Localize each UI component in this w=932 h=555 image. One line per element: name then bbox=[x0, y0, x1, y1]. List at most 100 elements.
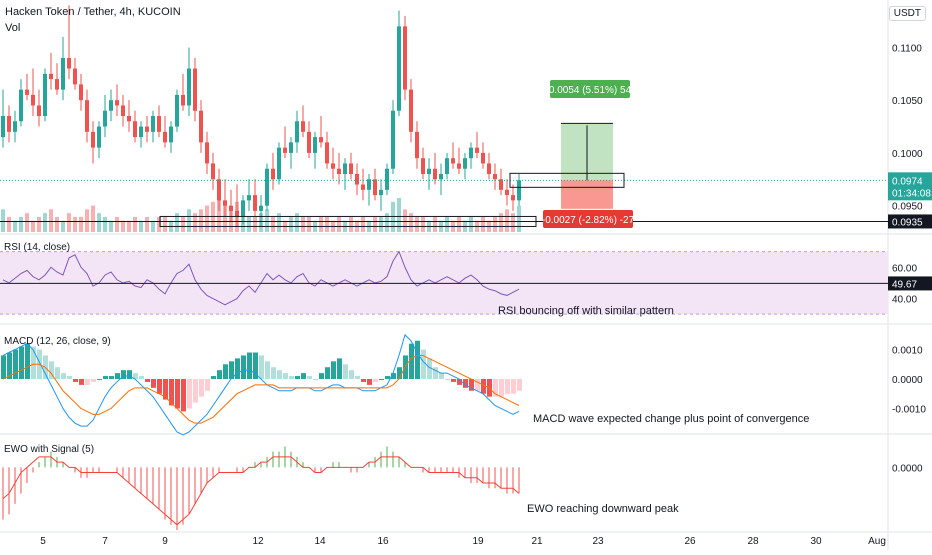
volume-bar bbox=[163, 216, 167, 232]
macd-histogram-bar bbox=[61, 373, 66, 379]
candle-body bbox=[181, 94, 185, 106]
macd-histogram-bar bbox=[7, 352, 12, 379]
time-tick: 16 bbox=[377, 536, 389, 547]
volume-bar bbox=[385, 213, 389, 232]
macd-histogram-bar bbox=[373, 379, 378, 382]
ewo-signal-line bbox=[2, 456, 520, 526]
candle-body bbox=[133, 121, 137, 138]
currency-button[interactable]: USDT bbox=[888, 6, 926, 21]
time-tick: 23 bbox=[592, 536, 604, 547]
volume-bar bbox=[433, 216, 437, 232]
target-label-bg bbox=[550, 80, 630, 98]
volume-bar bbox=[79, 216, 83, 232]
candle-body bbox=[253, 195, 257, 211]
volume-bar bbox=[115, 216, 119, 232]
price-tick: 0.1100 bbox=[892, 43, 922, 54]
volume-bar bbox=[139, 220, 143, 232]
candle-body bbox=[151, 116, 155, 132]
macd-histogram-bar bbox=[85, 379, 90, 385]
volume-bar bbox=[97, 213, 101, 232]
candle-body bbox=[19, 89, 23, 122]
volume-bar bbox=[403, 209, 407, 232]
candle-body bbox=[289, 142, 293, 153]
macd-histogram-bar bbox=[409, 343, 414, 379]
macd-histogram-bar bbox=[115, 373, 120, 379]
macd-histogram-bar bbox=[343, 364, 348, 379]
macd-histogram-bar bbox=[469, 379, 474, 391]
candle-body bbox=[31, 94, 35, 106]
candle-body bbox=[241, 200, 245, 217]
macd-histogram-bar bbox=[55, 367, 60, 379]
candle-body bbox=[97, 126, 101, 148]
macd-histogram-bar bbox=[361, 379, 366, 382]
macd-histogram-bar bbox=[421, 349, 426, 379]
candle-body bbox=[7, 116, 11, 132]
candle-body bbox=[397, 26, 401, 111]
macd-histogram-bar bbox=[193, 379, 198, 403]
volume-bar bbox=[121, 220, 125, 232]
macd-histogram-bar bbox=[145, 379, 150, 382]
candle-body bbox=[475, 147, 479, 153]
volume-bar bbox=[271, 216, 275, 232]
macd-histogram-bar bbox=[97, 379, 102, 380]
macd-histogram-bar bbox=[301, 373, 306, 379]
price-tick: 0.0950 bbox=[892, 202, 923, 213]
macd-histogram-bar bbox=[139, 376, 144, 379]
ewo-title: EWO with Signal (5) bbox=[4, 444, 94, 455]
rsi-note: RSI bouncing off with similar pattern bbox=[498, 305, 674, 317]
macd-histogram-bar bbox=[181, 379, 186, 412]
macd-histogram-bar bbox=[331, 361, 336, 379]
candle-body bbox=[361, 184, 365, 190]
macd-histogram-bar bbox=[475, 379, 480, 391]
volume-bar bbox=[61, 220, 65, 232]
time-tick: 30 bbox=[810, 536, 822, 547]
volume-bar bbox=[457, 216, 461, 232]
volume-bar bbox=[409, 213, 413, 232]
macd-histogram-bar bbox=[253, 352, 258, 379]
price-tick: 0.1000 bbox=[892, 149, 923, 160]
macd-histogram-bar bbox=[259, 355, 264, 379]
candle-body bbox=[163, 131, 167, 143]
volume-bar bbox=[7, 216, 11, 232]
ewo-tick: 0.0000 bbox=[892, 463, 923, 474]
macd-histogram-bar bbox=[349, 370, 354, 379]
macd-histogram-bar bbox=[355, 376, 360, 379]
candle-body bbox=[139, 126, 143, 138]
candle-body bbox=[493, 174, 497, 180]
macd-histogram-bar bbox=[175, 379, 180, 409]
time-tick: 19 bbox=[472, 536, 484, 547]
time-tick: 26 bbox=[684, 536, 696, 547]
volume-bar bbox=[265, 209, 269, 232]
rsi-current-tag-bg bbox=[888, 276, 932, 291]
macd-histogram-bar bbox=[265, 361, 270, 379]
candle-body bbox=[499, 179, 503, 190]
macd-histogram-bar bbox=[109, 376, 114, 379]
macd-histogram-bar bbox=[427, 358, 432, 379]
candle-body bbox=[157, 116, 161, 132]
candle-body bbox=[85, 100, 89, 132]
macd-histogram-bar bbox=[73, 379, 78, 382]
macd-histogram-bar bbox=[235, 358, 240, 379]
macd-histogram-bar bbox=[31, 346, 36, 379]
macd-histogram-bar bbox=[289, 376, 294, 379]
candle-body bbox=[463, 158, 467, 169]
volume-bar bbox=[253, 216, 257, 232]
volume-bar bbox=[181, 216, 185, 232]
volume-bar bbox=[289, 216, 293, 232]
macd-histogram-bar bbox=[463, 379, 468, 388]
candle-body bbox=[295, 121, 299, 143]
ref-price-tag: 0.0935 bbox=[892, 217, 923, 228]
macd-histogram-bar bbox=[211, 376, 216, 379]
candle-body bbox=[439, 174, 443, 180]
candle-body bbox=[109, 100, 113, 111]
volume-bar bbox=[25, 213, 29, 232]
volume-bar bbox=[85, 209, 89, 232]
time-tick: 5 bbox=[40, 536, 46, 547]
volume-bar bbox=[499, 213, 503, 232]
candle-body bbox=[379, 189, 383, 196]
candle-body bbox=[517, 180, 521, 201]
candle-body bbox=[235, 210, 239, 217]
volume-bar bbox=[199, 209, 203, 232]
